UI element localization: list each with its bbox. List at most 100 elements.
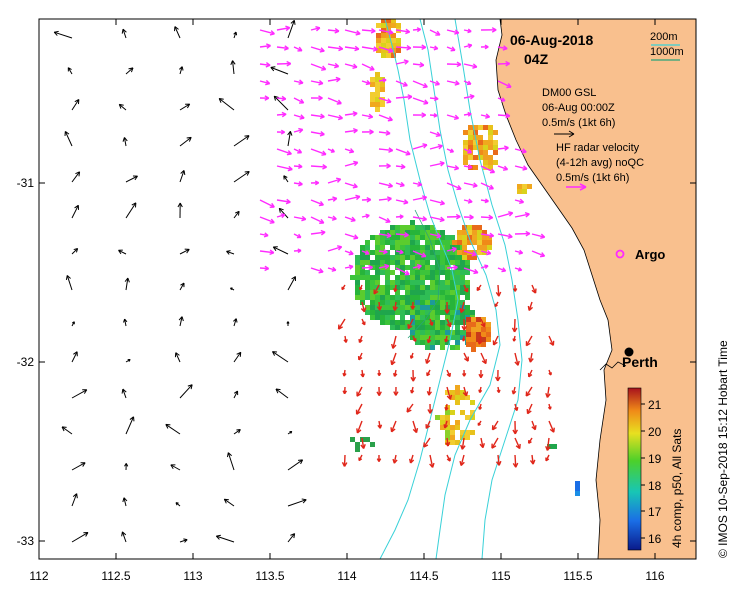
sst-pixel	[473, 155, 478, 160]
sst-pixel	[400, 275, 405, 280]
model-vector	[230, 287, 235, 291]
sst-pixel	[455, 425, 460, 430]
sst-pixel	[355, 290, 360, 295]
radar-vector	[463, 182, 478, 188]
bathymetry-contours	[379, 19, 523, 559]
radar-vector	[358, 335, 363, 344]
sst-pixel	[386, 23, 391, 28]
sst-pixel	[440, 325, 445, 330]
sst-pixel	[396, 48, 401, 53]
sst-pixel	[376, 23, 381, 28]
radar-vector	[293, 79, 304, 85]
sst-pixel	[460, 300, 465, 305]
radar-vector	[293, 127, 304, 134]
sst-pixel	[430, 290, 435, 295]
model-vector	[121, 28, 127, 39]
radar-vector	[341, 284, 346, 291]
sst-pixel	[450, 330, 455, 335]
sst-pixel	[466, 317, 471, 322]
sst-pixel	[400, 270, 405, 275]
sst-pixel	[410, 320, 415, 325]
sst-pixel	[391, 38, 396, 43]
sst-pixel	[450, 315, 455, 320]
sst-pixel	[420, 295, 425, 300]
radar-vector	[378, 29, 394, 35]
sst-pixel	[375, 255, 380, 260]
sst-pixel	[430, 345, 435, 350]
radar-vector	[395, 28, 411, 35]
sst-pixel	[476, 327, 481, 332]
radar-vector	[480, 27, 497, 33]
radar-vector	[461, 318, 468, 331]
sst-pixel	[415, 235, 420, 240]
radar-vector	[412, 62, 425, 68]
sst-pixel	[400, 230, 405, 235]
radar-vector	[429, 199, 446, 206]
radar-vector	[355, 403, 363, 415]
temperature-colorbar: 21 20 19 18 17 16 4h comp, p50, All Sats	[627, 387, 684, 551]
model-vector	[177, 202, 183, 219]
colorbar-title: 4h comp, p50, All Sats	[670, 429, 684, 548]
radar-vector	[259, 95, 270, 101]
radar-vector	[531, 250, 546, 258]
radar-vector	[310, 180, 320, 186]
model-vector	[233, 171, 250, 183]
sst-pixel	[395, 320, 400, 325]
radar-vector	[514, 267, 523, 272]
sst-pixel	[460, 330, 465, 335]
radar-vector	[463, 28, 472, 34]
sst-pixel	[390, 325, 395, 330]
radar-vector	[412, 264, 422, 270]
sst-pixel	[420, 315, 425, 320]
radar-vector	[259, 29, 275, 36]
sst-pixel	[430, 235, 435, 240]
sst-pixel	[385, 305, 390, 310]
radar-vector	[361, 63, 375, 71]
sst-pixel	[435, 290, 440, 295]
radar-vector	[361, 196, 372, 203]
radar-vector	[426, 335, 432, 344]
sst-pixel	[430, 285, 435, 290]
sst-pixel	[385, 300, 390, 305]
radar-vector	[327, 97, 342, 105]
colorbar-tick-label: 19	[648, 452, 662, 466]
model-vector	[215, 534, 235, 543]
sst-pixel	[522, 189, 527, 194]
sst-pixel	[430, 295, 435, 300]
sst-pixel	[440, 320, 445, 325]
plot-frame	[38, 18, 697, 560]
sst-pixel	[370, 102, 375, 107]
sst-pixel	[478, 145, 483, 150]
sst-pixel	[385, 270, 390, 275]
radar-vector	[444, 403, 449, 411]
radar-vector	[361, 46, 378, 52]
sst-pixel	[471, 327, 476, 332]
sst-pixel	[450, 285, 455, 290]
sst-pixel	[476, 337, 481, 342]
sst-pixel	[380, 320, 385, 325]
sst-pixel	[375, 82, 380, 87]
sst-pixel	[410, 265, 415, 270]
radar-vector	[491, 437, 499, 449]
sst-pixel	[420, 280, 425, 285]
radar-vector	[293, 114, 305, 120]
sst-pixel	[381, 33, 386, 38]
sst-pixel	[420, 285, 425, 290]
sst-pixel	[395, 325, 400, 330]
sst-pixel	[370, 260, 375, 265]
sst-pixel	[440, 290, 445, 295]
radar-vector	[356, 420, 363, 434]
sst-pixel	[360, 245, 365, 250]
radar-vector	[377, 369, 382, 377]
sst-pixel	[466, 337, 471, 342]
sst-pixel	[410, 255, 415, 260]
radar-vector	[514, 212, 530, 218]
sst-pixel	[380, 290, 385, 295]
sst-pixel	[395, 235, 400, 240]
sst-pixel	[405, 235, 410, 240]
sst-pixel	[360, 260, 365, 265]
sst-pixel	[466, 322, 471, 327]
sst-pixel	[365, 270, 370, 275]
sst-pixel	[455, 260, 460, 265]
model-vector	[283, 175, 289, 183]
